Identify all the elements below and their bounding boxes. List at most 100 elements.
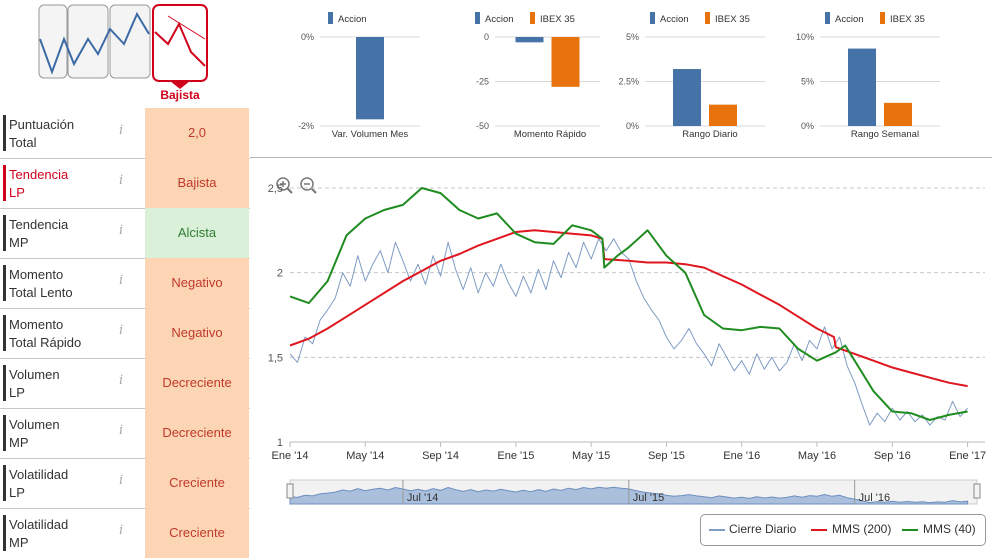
legend-line-cierre xyxy=(709,529,725,531)
metric-row[interactable]: Tendencia MP i Alcista xyxy=(0,208,250,259)
row-marker xyxy=(3,365,6,401)
legend-label: Accion xyxy=(485,14,514,25)
info-icon[interactable]: i xyxy=(119,473,124,488)
trend-icon-up-1[interactable] xyxy=(67,4,109,79)
metric-label: Volatilidad LP xyxy=(9,467,69,500)
bar-accion xyxy=(848,48,876,126)
y-tick-label: 2.5% xyxy=(618,77,639,87)
metric-label: Volatilidad MP xyxy=(9,517,69,550)
legend-mms40[interactable]: MMS (40) xyxy=(923,522,976,536)
zoom-in-handle xyxy=(286,187,293,194)
y-tick-label: 2 xyxy=(277,268,283,280)
legend-label: IBEX 35 xyxy=(890,14,925,25)
zoom-in-glass xyxy=(276,177,290,191)
metric-row[interactable]: Volatilidad LP i Creciente xyxy=(0,458,250,509)
row-marker xyxy=(3,315,6,351)
x-tick-label: Sep '15 xyxy=(648,450,685,462)
row-marker xyxy=(3,215,6,251)
legend-label: IBEX 35 xyxy=(715,14,750,25)
metric-value: Creciente xyxy=(145,508,249,558)
y-tick-label: 5% xyxy=(801,77,814,87)
navigator-handle-right xyxy=(973,483,981,499)
y-tick-label: -50 xyxy=(476,121,489,131)
series-mms-40- xyxy=(289,187,968,421)
metric-label: Volumen LP xyxy=(9,367,60,400)
divider xyxy=(250,157,992,158)
metric-label: Tendencia MP xyxy=(9,217,69,250)
info-icon[interactable]: i xyxy=(119,273,124,288)
metric-row[interactable]: Tendencia LP i Bajista xyxy=(0,158,250,209)
metric-row[interactable]: Volumen MP i Decreciente xyxy=(0,408,250,459)
zoom-out-glass xyxy=(300,177,314,191)
trend-icon-bajista[interactable] xyxy=(152,4,208,89)
bar-accion xyxy=(356,37,384,120)
info-icon[interactable]: i xyxy=(119,423,124,438)
chart-title: Momento Rápido xyxy=(514,129,586,140)
mini-chart-rango-semanal: Accion IBEX 35 10% 5% 0% Rango Semanal xyxy=(796,12,940,140)
trend-selected-label: Bajista xyxy=(160,88,200,102)
metric-row[interactable]: Momento Total Lento i Negativo xyxy=(0,258,250,309)
range-navigator[interactable]: Jul '14 Jul '15 Jul '16 xyxy=(286,479,981,505)
info-icon[interactable]: i xyxy=(119,323,124,338)
chart-legend: Cierre Diario MMS (200) MMS (40) xyxy=(700,514,986,546)
trend-icon-lateral[interactable] xyxy=(38,4,68,79)
y-tick-label: -2% xyxy=(298,121,314,131)
legend-label: Accion xyxy=(835,14,864,25)
row-marker xyxy=(3,465,6,501)
y-tick-label: -25 xyxy=(476,77,489,87)
zoom-out-handle xyxy=(310,187,317,194)
mini-chart-volumen: Accion 0% -2% Var. Volumen Mes xyxy=(298,12,420,140)
bar-ibex-35 xyxy=(709,104,737,126)
legend-mms200[interactable]: MMS (200) xyxy=(832,522,892,536)
legend-swatch xyxy=(825,12,830,24)
row-marker xyxy=(3,115,6,151)
bar-ibex-35 xyxy=(551,37,580,87)
bar-ibex-35 xyxy=(884,102,912,126)
metric-row[interactable]: Puntuación Total i 2,0 xyxy=(0,108,250,159)
legend-swatch xyxy=(475,12,480,24)
info-icon[interactable]: i xyxy=(119,223,124,238)
legend-swatch xyxy=(880,12,885,24)
row-marker xyxy=(3,265,6,301)
metric-value: Negativo xyxy=(145,308,249,358)
chart-title: Rango Diario xyxy=(682,129,737,140)
info-icon[interactable]: i xyxy=(119,523,124,538)
y-tick-label: 0% xyxy=(626,121,639,131)
zoom-in-icon[interactable] xyxy=(276,177,293,194)
legend-line-mms200 xyxy=(811,529,827,531)
x-tick-label: Sep '16 xyxy=(874,450,911,462)
chart-title: Var. Volumen Mes xyxy=(332,129,409,140)
x-tick-label: Ene '14 xyxy=(272,450,309,462)
metric-label: Tendencia LP xyxy=(9,167,69,200)
x-tick-label: Sep '14 xyxy=(422,450,459,462)
legend-swatch xyxy=(705,12,710,24)
legend-label: IBEX 35 xyxy=(540,14,575,25)
row-marker xyxy=(3,165,6,201)
navigator-label: Jul '14 xyxy=(407,492,438,504)
metric-row[interactable]: Volatilidad MP i Creciente xyxy=(0,508,250,558)
x-tick-label: Ene '16 xyxy=(723,450,760,462)
metric-label: Volumen MP xyxy=(9,417,60,450)
metric-row[interactable]: Volumen LP i Decreciente xyxy=(0,358,250,409)
trend-icon-up-2[interactable] xyxy=(109,4,151,79)
navigator-handle-left xyxy=(286,483,294,499)
series-cierre-diario xyxy=(289,238,968,426)
x-tick-label: May '15 xyxy=(572,450,610,462)
zoom-out-icon[interactable] xyxy=(300,177,317,194)
mini-chart-momento: Accion IBEX 35 0 -25 -50 Momento Rápido xyxy=(475,12,600,140)
x-tick-label: Ene '17 xyxy=(949,450,986,462)
legend-cierre[interactable]: Cierre Diario xyxy=(729,522,797,536)
metric-value: Decreciente xyxy=(145,408,249,458)
metric-row[interactable]: Momento Total Rápido i Negativo xyxy=(0,308,250,359)
info-icon[interactable]: i xyxy=(119,123,124,138)
info-icon[interactable]: i xyxy=(119,373,124,388)
bar-accion xyxy=(673,69,701,126)
metric-value: Bajista xyxy=(145,158,249,208)
metric-label: Momento Total Lento xyxy=(9,267,73,300)
info-icon[interactable]: i xyxy=(119,173,124,188)
legend-swatch xyxy=(530,12,535,24)
bar-accion xyxy=(515,37,544,43)
legend-swatch xyxy=(650,12,655,24)
x-tick-label: May '14 xyxy=(346,450,384,462)
